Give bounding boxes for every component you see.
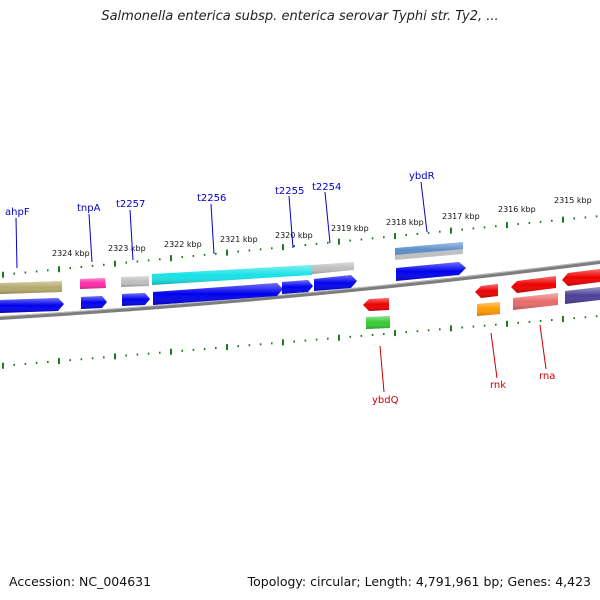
label-ybdR[interactable]: ybdR xyxy=(409,171,435,182)
genome-title: Salmonella enterica subsp. enterica sero… xyxy=(101,9,499,24)
label-ahpF[interactable]: ahpF xyxy=(5,207,30,218)
scale-label-2317: 2317 kbp xyxy=(442,212,480,221)
label-t2256[interactable]: t2256 xyxy=(197,193,226,204)
scale-label-2316: 2316 kbp xyxy=(498,205,536,214)
label-tnpA[interactable]: tnpA xyxy=(77,203,101,214)
scale-label-2321: 2321 kbp xyxy=(220,235,258,244)
label-rna[interactable]: rna xyxy=(539,371,555,382)
label-t2254[interactable]: t2254 xyxy=(312,182,341,193)
scale-label-2323: 2323 kbp xyxy=(108,244,146,253)
forward-strand-arrows xyxy=(0,262,466,313)
tick-rows xyxy=(2,215,598,369)
scale-label-2315: 2315 kbp xyxy=(554,196,592,205)
label-rnk[interactable]: rnk xyxy=(490,380,506,391)
accession-text: Accession: NC_004631 xyxy=(9,574,152,589)
label-t2255[interactable]: t2255 xyxy=(275,186,304,197)
gene-labels: ahpF tnpA t2257 t2256 t2255 t2254 ybdR y… xyxy=(5,171,555,406)
genome-backbone xyxy=(0,260,600,320)
forward-genes-top xyxy=(0,242,463,294)
label-leaders xyxy=(15,181,547,393)
scale-label-2324: 2324 kbp xyxy=(52,249,90,258)
scale-label-2320: 2320 kbp xyxy=(275,231,313,240)
scale-label-2318: 2318 kbp xyxy=(386,218,424,227)
scale-label-2319: 2319 kbp xyxy=(331,224,369,233)
label-ybdQ[interactable]: ybdQ xyxy=(372,395,399,406)
scale-labels: 2324 kbp 2323 kbp 2322 kbp 2321 kbp 2320… xyxy=(52,196,592,258)
topology-text: Topology: circular; Length: 4,791,961 bp… xyxy=(247,574,591,589)
label-t2257[interactable]: t2257 xyxy=(116,199,145,210)
scale-label-2322: 2322 kbp xyxy=(164,240,202,249)
reverse-strand-genes xyxy=(363,269,600,329)
